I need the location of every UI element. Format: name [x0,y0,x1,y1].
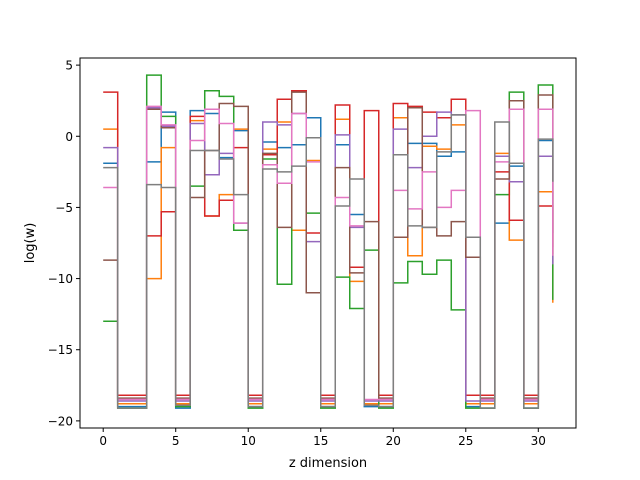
x-tick-label: 25 [458,434,473,448]
x-axis-ticks: 0 5 10 15 20 25 30 [99,428,546,448]
x-tick-label: 30 [531,434,546,448]
series-layer [103,74,554,409]
x-axis-label: z dimension [289,456,367,471]
x-tick-label: 15 [313,434,328,448]
y-tick-label: 0 [65,130,73,144]
series-2-step-line [103,117,554,405]
y-tick-label: 5 [65,59,73,73]
plot-frame [79,57,577,429]
x-tick-label: 0 [99,434,107,448]
series-8-step-line [103,114,554,409]
series-5-step-line [103,107,554,402]
x-tick-label: 20 [386,434,401,448]
y-axis-ticks: 5 0 −5 −10 −15 −20 [48,59,80,428]
x-tick-label: 5 [172,434,180,448]
y-tick-label: −5 [55,201,73,215]
y-axis-label: log(w) [23,223,38,264]
y-tick-label: −15 [48,343,73,357]
y-tick-label: −20 [48,414,73,428]
x-tick-label: 10 [241,434,256,448]
y-tick-label: −10 [48,272,73,286]
